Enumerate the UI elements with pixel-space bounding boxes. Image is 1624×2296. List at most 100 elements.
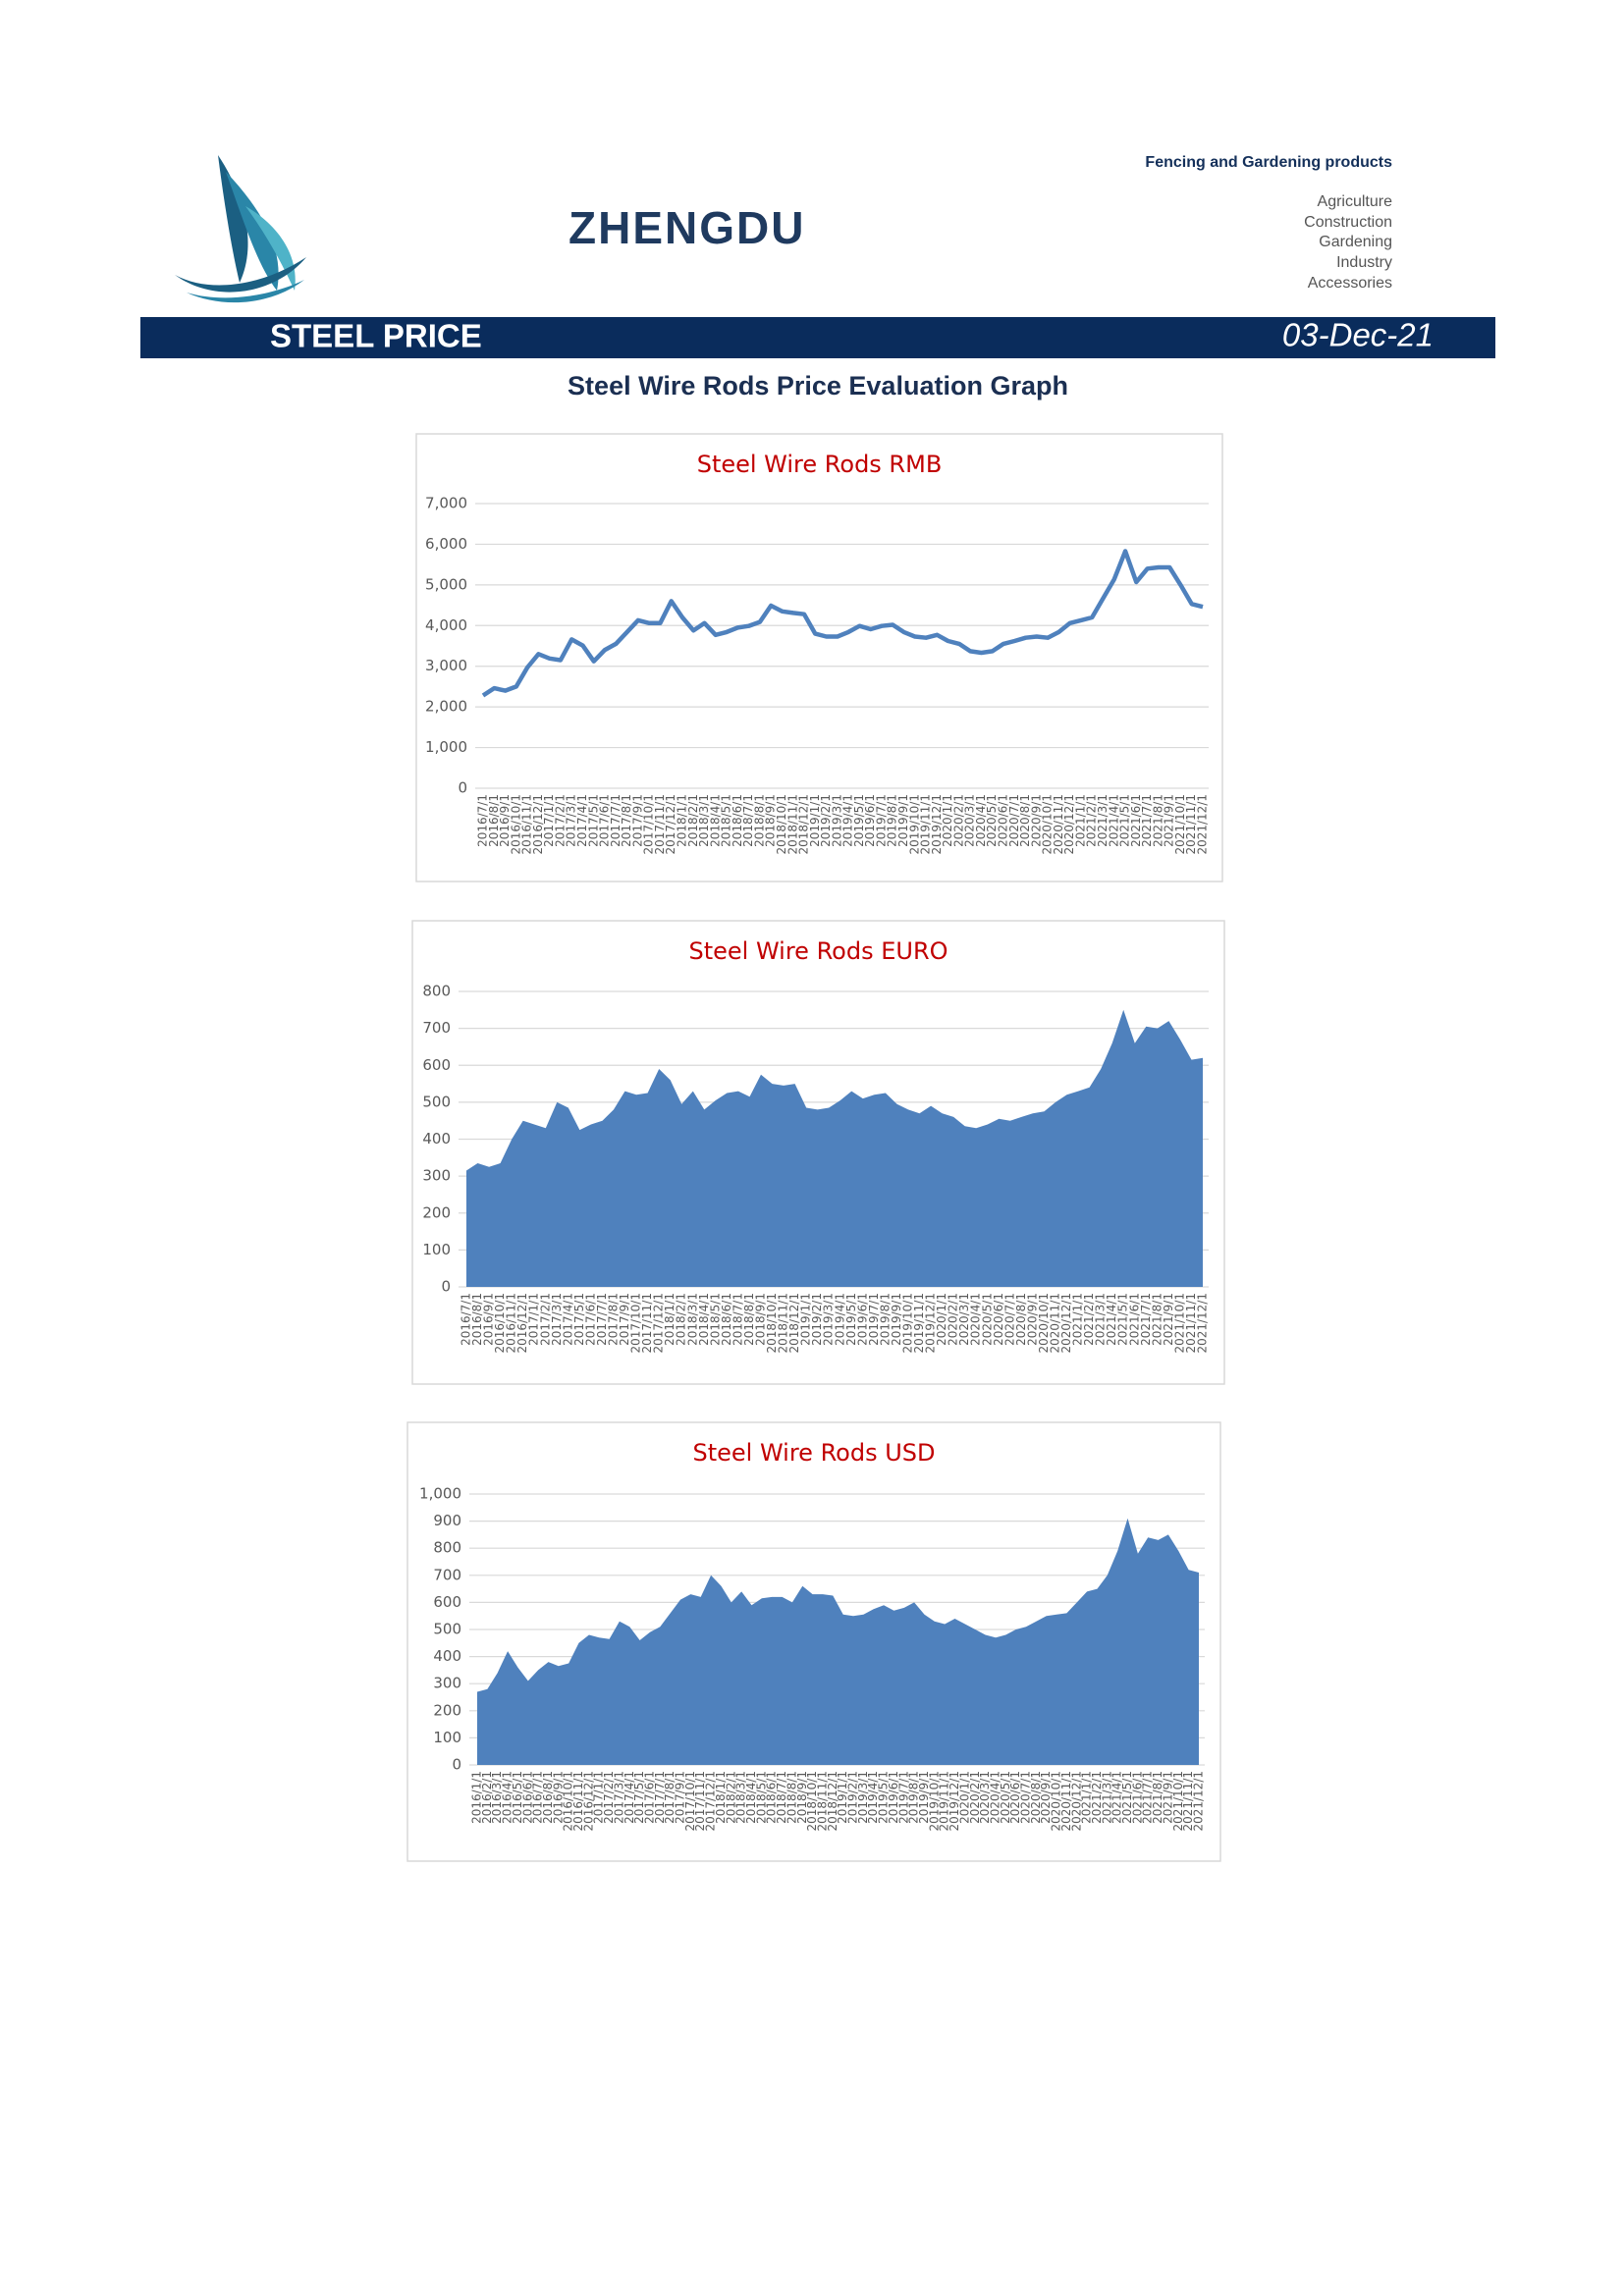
x-tick-label: 2021/2/1 [1082, 1293, 1096, 1346]
x-tick-label: 2016/10/1 [509, 794, 522, 855]
y-tick-label: 400 [422, 1130, 451, 1148]
x-tick-label: 2021/5/1 [1118, 794, 1132, 847]
x-tick-label: 2019/4/1 [866, 1771, 880, 1824]
logo [175, 155, 306, 303]
x-tick-label: 2018/1/1 [663, 1293, 677, 1346]
x-tick-label: 2016/11/1 [505, 1293, 518, 1354]
y-tick-label: 1,000 [425, 738, 467, 756]
y-tick-label: 600 [422, 1056, 451, 1074]
x-tick-label: 2019/1/1 [836, 1771, 849, 1824]
y-tick-label: 0 [441, 1278, 451, 1296]
x-tick-label: 2017/1/1 [592, 1771, 606, 1824]
y-tick-label: 500 [422, 1093, 451, 1110]
x-tick-label: 2017/9/1 [674, 1771, 687, 1824]
x-tick-label: 2019/5/1 [877, 1771, 891, 1824]
x-tick-label: 2018/6/1 [765, 1771, 779, 1824]
x-tick-label: 2020/4/1 [988, 1771, 1001, 1824]
x-tick-label: 2017/5/1 [632, 1771, 646, 1824]
x-tick-label: 2019/4/1 [833, 1293, 846, 1346]
x-tick-label: 2021/1/1 [1080, 1771, 1094, 1824]
x-tick-label: 2017/8/1 [620, 794, 633, 847]
x-tick-label: 2021/6/1 [1130, 1771, 1144, 1824]
x-tick-label: 2021/8/1 [1151, 794, 1164, 847]
x-tick-label: 2020/9/1 [1029, 794, 1043, 847]
y-tick-label: 3,000 [425, 657, 467, 674]
x-tick-label: 2016/8/1 [470, 1293, 484, 1346]
x-tick-label: 2019/7/1 [896, 1771, 910, 1824]
x-tick-label: 2020/2/1 [947, 1293, 960, 1346]
x-tick-label: 2021/11/1 [1184, 1293, 1198, 1354]
x-tick-label: 2018/11/1 [785, 794, 799, 855]
x-tick-label: 2021/7/1 [1141, 1771, 1155, 1824]
sector: Construction [1304, 214, 1392, 231]
y-tick-label: 100 [433, 1729, 461, 1746]
x-tick-label: 2020/1/1 [957, 1771, 971, 1824]
banner [140, 317, 1495, 358]
y-tick-label: 2,000 [425, 698, 467, 716]
x-tick-label: 2018/4/1 [708, 794, 722, 847]
x-tick-label: 2019/1/1 [799, 1293, 813, 1346]
x-tick-label: 2019/3/1 [822, 1293, 836, 1346]
x-tick-label: 2016/7/1 [460, 1293, 473, 1346]
x-tick-label: 2019/9/1 [917, 1771, 931, 1824]
x-tick-label: 2020/12/1 [1059, 1293, 1073, 1354]
x-tick-label: 2017/2/1 [553, 794, 567, 847]
x-tick-label: 2020/4/1 [969, 1293, 983, 1346]
x-tick-label: 2020/10/1 [1037, 1293, 1051, 1354]
x-tick-label: 2018/2/1 [675, 1293, 688, 1346]
x-tick-label: 2019/7/1 [867, 1293, 881, 1346]
x-tick-label: 2021/1/1 [1071, 1293, 1085, 1346]
chart-title: Steel Wire Rods RMB [697, 451, 943, 478]
x-tick-label: 2018/8/1 [742, 1293, 756, 1346]
x-tick-label: 2020/12/1 [1069, 1771, 1083, 1832]
x-tick-label: 2017/1/1 [527, 1293, 541, 1346]
x-tick-label: 2017/6/1 [598, 794, 612, 847]
x-tick-label: 2016/7/1 [476, 794, 490, 847]
y-tick-label: 1,000 [419, 1485, 461, 1503]
x-tick-label: 2019/6/1 [863, 794, 877, 847]
x-tick-label: 2018/12/1 [826, 1771, 839, 1832]
y-tick-label: 900 [433, 1512, 461, 1529]
x-tick-label: 2019/2/1 [846, 1771, 860, 1824]
x-tick-label: 2017/9/1 [630, 794, 644, 847]
x-tick-label: 2020/10/1 [1041, 794, 1055, 855]
y-tick-label: 100 [422, 1241, 451, 1258]
x-tick-label: 2019/8/1 [907, 1771, 921, 1824]
y-tick-label: 6,000 [425, 535, 467, 553]
x-tick-label: 2018/12/1 [797, 794, 811, 855]
x-tick-label: 2021/10/1 [1172, 1293, 1186, 1354]
x-tick-label: 2018/12/1 [787, 1293, 801, 1354]
x-tick-label: 2021/8/1 [1150, 1293, 1164, 1346]
x-tick-label: 2019/2/1 [810, 1293, 824, 1346]
x-tick-label: 2016/11/1 [520, 794, 534, 855]
x-tick-label: 2017/12/1 [664, 794, 677, 855]
x-tick-label: 2018/11/1 [815, 1771, 829, 1832]
y-tick-label: 600 [433, 1593, 461, 1611]
x-tick-label: 2019/9/1 [896, 794, 910, 847]
x-tick-label: 2020/3/1 [957, 1293, 971, 1346]
x-tick-label: 2018/9/1 [754, 1293, 768, 1346]
x-tick-label: 2020/10/1 [1050, 1771, 1063, 1832]
x-tick-label: 2021/12/1 [1196, 794, 1210, 855]
x-tick-label: 2018/5/1 [720, 794, 733, 847]
x-tick-label: 2020/6/1 [992, 1293, 1005, 1346]
x-tick-label: 2018/5/1 [708, 1293, 722, 1346]
x-tick-label: 2019/10/1 [927, 1771, 941, 1832]
x-tick-label: 2017/11/1 [640, 1293, 654, 1354]
banner-title: STEEL PRICE [270, 318, 482, 354]
x-tick-label: 2021/12/1 [1192, 1771, 1206, 1832]
x-tick-label: 2020/3/1 [978, 1771, 992, 1824]
x-tick-label: 2020/11/1 [1049, 1293, 1062, 1354]
x-tick-label: 2020/8/1 [1018, 794, 1032, 847]
x-tick-label: 2017/5/1 [586, 794, 600, 847]
x-tick-label: 2018/3/1 [734, 1771, 748, 1824]
x-tick-label: 2017/4/1 [623, 1771, 636, 1824]
x-tick-label: 2016/9/1 [482, 1293, 496, 1346]
x-tick-label: 2021/7/1 [1140, 794, 1154, 847]
x-tick-label: 2017/6/1 [583, 1293, 597, 1346]
x-tick-label: 2019/5/1 [844, 1293, 858, 1346]
x-tick-label: 2019/11/1 [938, 1771, 951, 1832]
x-tick-label: 2020/2/1 [951, 794, 965, 847]
x-tick-label: 2020/1/1 [935, 1293, 948, 1346]
x-tick-label: 2019/4/1 [841, 794, 855, 847]
